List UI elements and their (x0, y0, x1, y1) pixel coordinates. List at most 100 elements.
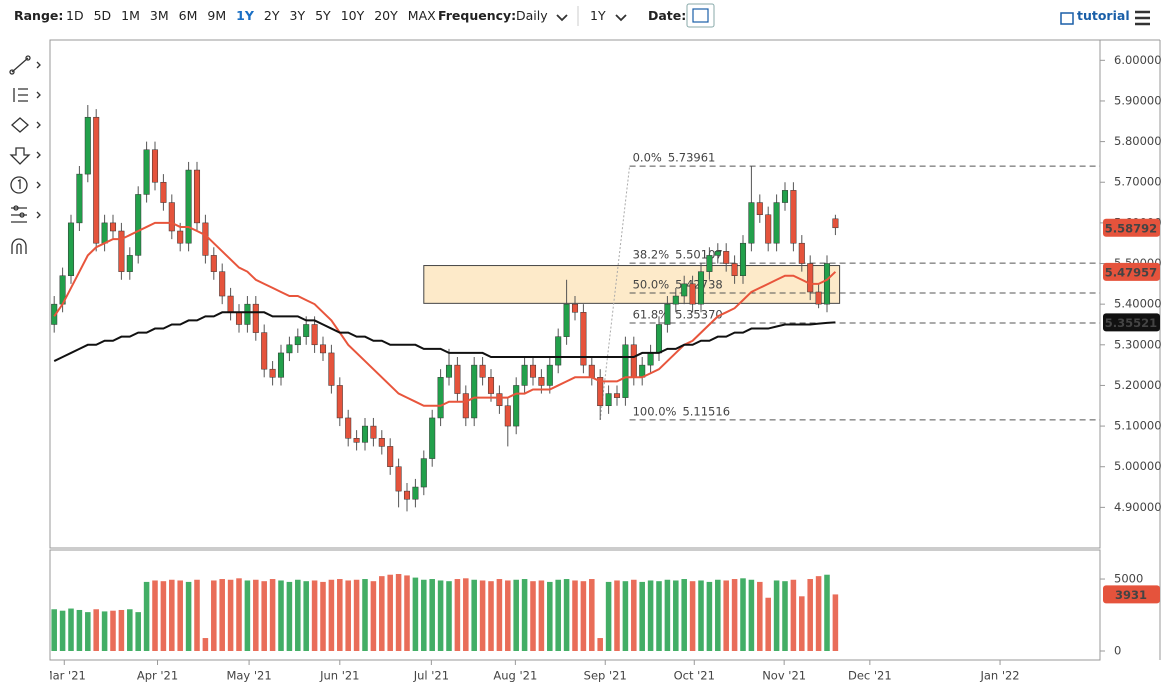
price-tag-label: 5.35521 (1105, 316, 1157, 330)
candle-body (597, 377, 604, 407)
candle-body (336, 385, 343, 419)
volume-bar (379, 576, 385, 651)
calendar-icon (692, 8, 709, 23)
candle-body (622, 344, 629, 398)
candle-body (555, 336, 562, 366)
tool-measure[interactable] (11, 205, 41, 223)
price-tag (1103, 585, 1160, 604)
x-tick-label: May '21 (226, 669, 271, 683)
chevron[interactable] (615, 14, 627, 22)
tool-annotation[interactable] (10, 176, 41, 194)
calendar-button[interactable] (686, 3, 715, 28)
candle-body (748, 202, 755, 244)
candle-body (403, 490, 411, 500)
candle-body (815, 291, 822, 305)
candle-body (454, 364, 461, 394)
volume-bar (757, 581, 763, 651)
x-tick-label: Apr '21 (137, 669, 178, 683)
menu-icon[interactable] (1135, 10, 1150, 26)
candle-body (664, 303, 671, 325)
volume-bar (572, 580, 578, 651)
candle-body (244, 303, 251, 325)
x-tick-label: Oct '21 (674, 669, 715, 683)
candle-body (177, 230, 184, 244)
candle-body (93, 116, 100, 244)
candle-body (832, 218, 839, 229)
volume-bar (538, 580, 545, 651)
range-button[interactable]: 2Y (263, 8, 280, 23)
chevron[interactable] (556, 14, 568, 22)
price-plot: 0.0%5.7396138.2%5.5010750.0%5.4273861.8%… (51, 105, 1100, 512)
volume-bar (664, 579, 671, 651)
candle-body (706, 255, 713, 272)
tutorial-link[interactable]: tutorial (1077, 8, 1130, 23)
candle-body (51, 303, 58, 325)
tool-arrow[interactable] (9, 147, 41, 165)
range-button[interactable]: 1M (121, 8, 140, 23)
volume-bar (101, 611, 108, 651)
candle-body (571, 303, 579, 313)
volume-bar (782, 581, 788, 651)
fib-name: 0.0% (633, 151, 662, 165)
volume-bar (824, 574, 830, 651)
candle-body (588, 364, 595, 378)
candle-body (807, 263, 814, 293)
volume-bar (177, 580, 183, 651)
x-tick-label: Nov '21 (762, 669, 806, 683)
range-button[interactable]: 1Y (236, 8, 254, 23)
volume-bar (295, 579, 301, 651)
candle-body (445, 364, 453, 378)
x-tick-label: Jun '21 (319, 669, 359, 683)
candle-body (504, 405, 511, 427)
zone (423, 265, 841, 304)
toolbar-icons (556, 3, 1150, 28)
volume-bar (563, 579, 570, 651)
range-button[interactable]: 5D (93, 8, 112, 23)
volume-bar (589, 579, 595, 651)
candle-body (412, 486, 419, 500)
tool-magnet[interactable] (11, 238, 27, 254)
period-select[interactable]: 1Y (590, 8, 606, 23)
volume-bar (446, 581, 452, 651)
volume-bar (311, 580, 318, 651)
tool-shape[interactable] (11, 117, 41, 133)
range-button[interactable]: 3Y (289, 8, 306, 23)
fib-name: 50.0% (633, 278, 670, 292)
frequency-select[interactable]: Daily (516, 8, 548, 23)
drawing-tools (9, 55, 41, 254)
y-tick-label: 5.00000 (1114, 459, 1162, 473)
candle-body (479, 364, 486, 378)
candle-body (529, 364, 537, 378)
frequency-label: Frequency: (438, 8, 517, 23)
volume-bar (202, 638, 209, 651)
tool-fib[interactable] (13, 88, 41, 102)
price-tag (1103, 262, 1160, 281)
volume-bar (647, 580, 654, 651)
candle-body (76, 173, 83, 224)
candle-body (689, 283, 696, 305)
y-tick-label: 6.00000 (1114, 53, 1162, 67)
range-button[interactable]: 1D (66, 8, 84, 23)
volume-bar (639, 581, 645, 651)
range-button[interactable]: 5Y (315, 8, 331, 23)
candle-body (303, 324, 310, 337)
volume-bar (219, 579, 225, 651)
range-button[interactable]: 6M (178, 8, 198, 23)
range-button[interactable]: MAX (407, 8, 436, 23)
range-button[interactable]: 10Y (340, 8, 365, 23)
range-button[interactable]: 9M (207, 8, 227, 23)
volume-bar (488, 581, 494, 651)
y-tick-label: 5.70000 (1114, 175, 1162, 189)
range-button[interactable]: 20Y (374, 8, 398, 23)
volume-pane (49, 549, 1101, 661)
range-button[interactable]: 3M (149, 8, 169, 23)
tool-trendline[interactable] (9, 55, 41, 75)
volume-bar (454, 579, 461, 651)
candle-body (538, 377, 545, 386)
candle-body (723, 251, 730, 264)
candle-body (714, 251, 721, 256)
y-tick-label: 4.90000 (1114, 500, 1162, 514)
volume-bar (656, 581, 662, 651)
